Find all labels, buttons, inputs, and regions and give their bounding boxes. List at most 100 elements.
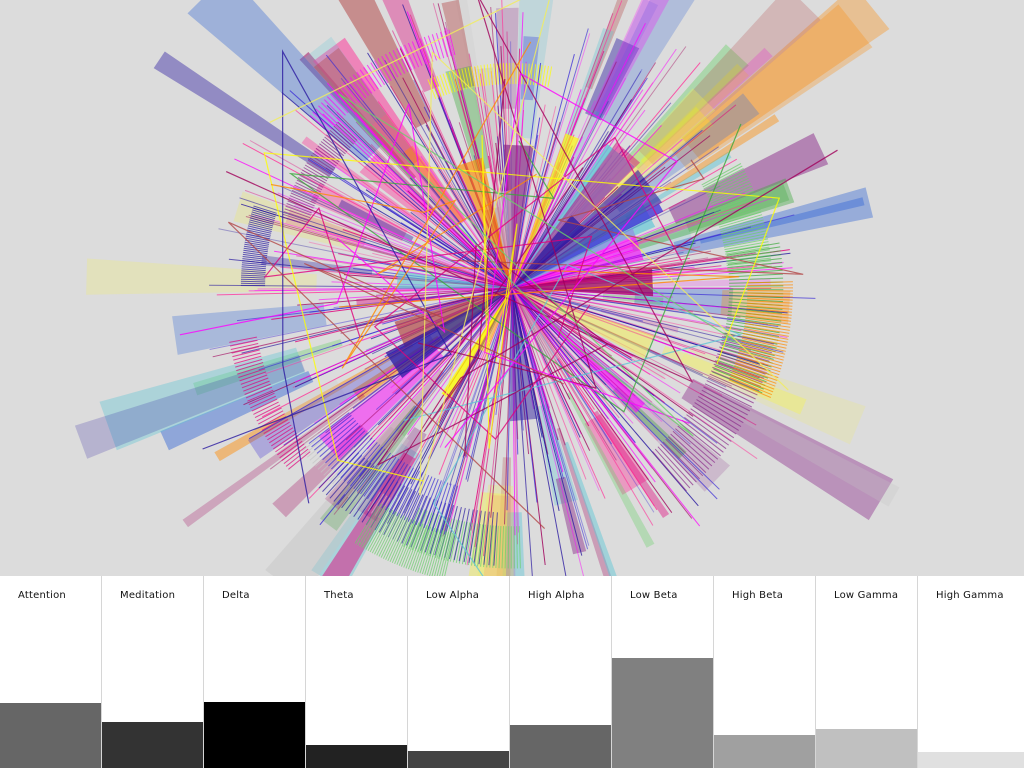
burst-comb-line <box>506 63 508 85</box>
burst-comb-line <box>245 237 270 244</box>
meter-low-gamma: Low Gamma <box>816 576 918 768</box>
burst-comb-line <box>728 277 784 281</box>
burst-ray <box>511 287 634 424</box>
burst-comb-line <box>363 506 388 549</box>
burst-comb-line <box>388 467 414 513</box>
burst-ray <box>511 287 784 353</box>
burst-comb-line <box>356 71 373 94</box>
burst-comb-line <box>329 457 366 499</box>
burst-comb-line <box>245 239 270 245</box>
burst-comb-line <box>249 217 274 225</box>
burst-wedge <box>699 197 865 244</box>
burst-comb-line <box>731 372 775 390</box>
burst-wedge <box>153 51 336 177</box>
burst-comb-line <box>486 525 491 568</box>
burst-comb-line <box>398 521 418 566</box>
burst-comb-line <box>681 419 724 453</box>
meter-level-bar <box>408 751 509 768</box>
burst-outline <box>373 136 683 441</box>
burst-comb-line <box>684 417 727 450</box>
burst-comb-line <box>325 454 363 496</box>
burst-comb-line <box>734 365 778 381</box>
burst-comb-line <box>714 198 758 215</box>
burst-comb-line <box>328 430 366 467</box>
burst-comb-line <box>434 531 448 576</box>
burst-comb-line <box>275 435 299 453</box>
burst-comb-line <box>404 44 416 69</box>
burst-comb-line <box>380 514 403 558</box>
burst-comb-line <box>705 172 747 194</box>
burst-ray <box>439 287 513 448</box>
burst-ray <box>245 216 513 289</box>
burst-comb-line <box>504 526 507 569</box>
burst-comb-line <box>320 141 343 159</box>
burst-wedge <box>592 0 669 116</box>
burst-comb-line <box>241 262 267 266</box>
burst-ray <box>234 158 513 289</box>
burst-comb-line <box>320 102 341 122</box>
burst-wedge <box>702 388 900 507</box>
burst-ray <box>315 148 513 289</box>
burst-wedge <box>671 4 873 171</box>
burst-comb-line <box>253 205 277 214</box>
burst-comb-line <box>367 491 381 512</box>
burst-comb-line <box>241 274 266 277</box>
burst-comb-line <box>337 437 373 476</box>
burst-comb-line <box>411 510 428 551</box>
burst-ray <box>277 192 513 289</box>
visualization-canvas <box>74 0 900 576</box>
burst-ray <box>511 287 606 499</box>
burst-comb-line <box>243 245 269 251</box>
burst-ray <box>511 287 629 384</box>
burst-wedge <box>261 255 373 276</box>
burst-comb-line <box>419 527 436 574</box>
burst-comb-line <box>241 377 269 389</box>
burst-comb-line <box>229 339 258 347</box>
burst-comb-line <box>242 258 267 262</box>
burst-comb-line <box>732 369 776 387</box>
burst-comb-line <box>339 84 358 106</box>
burst-wedge <box>313 47 420 170</box>
burst-comb-line <box>384 465 412 511</box>
burst-comb-line <box>733 367 777 384</box>
burst-comb-line <box>741 340 786 352</box>
burst-comb-line <box>483 64 488 86</box>
burst-comb-line <box>717 208 761 224</box>
burst-comb-line <box>343 442 378 481</box>
burst-comb-line <box>719 346 770 362</box>
burst-comb-line <box>299 174 324 189</box>
burst-comb-line <box>382 515 405 559</box>
burst-comb-line <box>743 330 789 340</box>
burst-comb-line <box>719 216 764 230</box>
burst-comb-line <box>736 357 781 373</box>
burst-comb-line <box>315 147 339 165</box>
burst-comb-line <box>357 474 388 520</box>
burst-outline <box>403 263 743 576</box>
burst-comb-line <box>652 451 687 492</box>
burst-comb-line <box>252 207 277 216</box>
burst-core-wedge <box>512 288 560 365</box>
burst-comb-line <box>426 529 442 576</box>
burst-comb-line <box>242 253 268 258</box>
burst-comb-line <box>477 65 482 87</box>
burst-comb-line <box>424 529 440 575</box>
burst-comb-line <box>303 167 328 182</box>
burst-comb-line <box>246 229 271 236</box>
burst-comb-line <box>710 370 760 392</box>
burst-ray <box>511 287 653 403</box>
burst-comb-line <box>283 446 307 464</box>
burst-comb-line <box>727 317 781 326</box>
burst-comb-line <box>389 518 410 563</box>
burst-ray <box>281 92 513 289</box>
burst-comb-line <box>258 410 284 425</box>
burst-comb-line <box>745 315 792 322</box>
burst-comb-line <box>723 335 777 349</box>
burst-comb-line <box>698 396 744 424</box>
burst-ray <box>511 287 538 503</box>
burst-comb-line <box>707 177 749 198</box>
burst-comb-line <box>440 31 448 58</box>
burst-ray <box>410 287 513 485</box>
burst-comb-line <box>451 70 459 92</box>
burst-comb-line <box>245 235 270 242</box>
burst-ray <box>511 287 564 480</box>
